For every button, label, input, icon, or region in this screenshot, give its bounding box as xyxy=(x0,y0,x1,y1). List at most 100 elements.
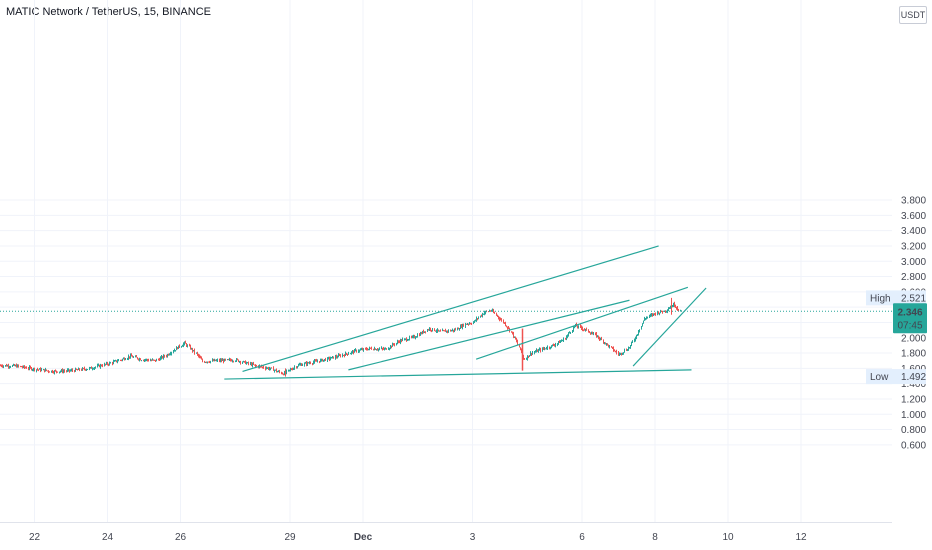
candle-body xyxy=(125,359,126,361)
candle-body xyxy=(523,355,524,359)
candle-body xyxy=(450,330,451,332)
candle-body xyxy=(358,351,359,353)
candle-body xyxy=(434,328,435,331)
candle-body xyxy=(212,360,213,362)
candle-body xyxy=(550,347,551,349)
candle-body xyxy=(551,345,552,348)
candle-body xyxy=(440,330,441,332)
candle-body xyxy=(463,324,464,327)
candle-body xyxy=(386,348,387,350)
candle-body xyxy=(373,349,374,351)
candle-body xyxy=(355,349,356,351)
candle-body xyxy=(638,331,639,335)
candle-body xyxy=(384,348,385,350)
candle-body xyxy=(193,350,194,352)
candle-body xyxy=(68,369,69,371)
candle-body xyxy=(570,332,571,334)
candle-body xyxy=(267,367,268,369)
candle-body xyxy=(365,348,366,350)
candle-body xyxy=(392,343,393,347)
candle-body xyxy=(239,361,240,363)
candle-body xyxy=(64,370,65,372)
candle-body xyxy=(204,361,205,363)
candle-body xyxy=(354,349,355,353)
candle-body xyxy=(53,372,54,374)
candle-body xyxy=(198,354,199,356)
candle-body xyxy=(626,349,627,351)
candle-body xyxy=(547,346,548,349)
candle-body xyxy=(156,359,157,362)
candle-body xyxy=(20,366,21,368)
candle-body xyxy=(674,303,675,306)
candle-body xyxy=(649,315,650,317)
candle-body xyxy=(60,371,61,373)
candle-body xyxy=(24,365,25,368)
candle-body xyxy=(370,347,371,349)
candle-body xyxy=(81,369,82,371)
candle-body xyxy=(650,315,651,317)
candle-body xyxy=(220,359,221,362)
price-tick-label: 2.000 xyxy=(901,333,926,344)
candle-body xyxy=(631,342,632,346)
price-tick-label: 3.800 xyxy=(901,196,926,207)
candle-body xyxy=(322,359,323,362)
candle-body xyxy=(141,360,142,362)
candle-body xyxy=(243,361,244,363)
currency-button[interactable]: USDT xyxy=(899,6,927,24)
candle-body xyxy=(367,349,368,351)
candle-body xyxy=(76,368,77,370)
candle-body xyxy=(255,364,256,366)
candle-body xyxy=(505,322,506,326)
candle-body xyxy=(330,358,331,360)
candle-body xyxy=(446,330,447,332)
candle-body xyxy=(279,371,280,373)
candle-body xyxy=(123,358,124,360)
candle-body xyxy=(498,316,499,318)
candle-body xyxy=(199,355,200,357)
candle-body xyxy=(613,347,614,351)
candle-body xyxy=(54,370,55,373)
candle-body xyxy=(544,348,545,350)
candle-body xyxy=(659,312,660,314)
trendline[interactable] xyxy=(632,287,707,367)
candle-body xyxy=(393,343,394,345)
candle-body xyxy=(567,335,568,337)
candle-body xyxy=(382,348,383,350)
candle-body xyxy=(437,329,438,332)
candle-body xyxy=(568,333,569,336)
candle-body xyxy=(482,313,483,316)
candle-body xyxy=(592,333,593,335)
trendline[interactable] xyxy=(348,299,630,371)
candle-body xyxy=(350,353,351,355)
trendline[interactable] xyxy=(224,369,692,380)
candle-body xyxy=(75,368,76,372)
candle-body xyxy=(558,341,559,344)
candle-body xyxy=(611,346,612,348)
candle-body xyxy=(336,356,337,358)
candle-body xyxy=(546,348,547,350)
candle-body xyxy=(200,356,201,359)
trendline[interactable] xyxy=(475,286,689,360)
candle-body xyxy=(107,362,108,365)
candle-body xyxy=(278,371,279,373)
candle-body xyxy=(457,328,458,330)
candle-body xyxy=(582,328,583,330)
candle-body xyxy=(652,314,653,316)
candle-body xyxy=(6,365,7,367)
candle-body xyxy=(566,336,567,340)
date-tick-label: 10 xyxy=(722,532,734,543)
candle-body xyxy=(422,331,423,334)
candle-body xyxy=(377,349,378,351)
candle-body xyxy=(268,367,269,370)
candle-body xyxy=(614,350,615,352)
candle-body xyxy=(508,327,509,329)
candle-body xyxy=(176,347,177,351)
candle-body xyxy=(429,328,430,330)
price-tick-label: 1.400 xyxy=(901,379,926,390)
candle-body xyxy=(329,357,330,360)
trendline[interactable] xyxy=(242,245,659,372)
candle-body xyxy=(194,350,195,353)
candle-body xyxy=(519,344,520,348)
candle-body xyxy=(530,352,531,356)
